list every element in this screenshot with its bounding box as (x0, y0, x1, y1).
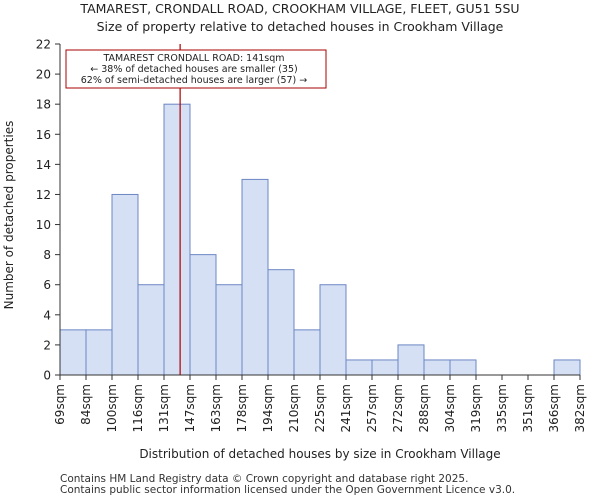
y-tick-label: 2 (43, 338, 51, 352)
histogram-bar (449, 359, 477, 376)
x-tick-label: 257sqm (365, 384, 379, 432)
chart-title: TAMAREST, CRONDALL ROAD, CROOKHAM VILLAG… (79, 1, 519, 16)
y-tick-label: 18 (36, 98, 51, 112)
histogram-bar (111, 193, 139, 376)
y-tick-label: 10 (36, 218, 51, 232)
x-axis-label: Distribution of detached houses by size … (139, 447, 500, 461)
histogram-bar (189, 254, 217, 376)
annotation-line-2: ← 38% of detached houses are smaller (35… (90, 64, 297, 75)
y-axis-label: Number of detached properties (2, 121, 16, 310)
y-tick-label: 0 (43, 369, 51, 383)
histogram-bar (163, 103, 191, 376)
chart-subtitle: Size of property relative to detached ho… (97, 19, 504, 34)
x-tick-label: 147sqm (183, 384, 197, 432)
histogram-bar (267, 269, 295, 376)
histogram-bar (137, 284, 165, 376)
y-tick-label: 14 (36, 158, 51, 172)
x-tick-label: 351sqm (521, 384, 535, 432)
bars-group (59, 103, 581, 376)
histogram-bar (371, 359, 399, 376)
x-tick-label: 366sqm (547, 384, 561, 432)
histogram-bar (319, 284, 347, 376)
y-tick-label: 4 (43, 308, 51, 322)
annotation-line-1: TAMAREST CRONDALL ROAD: 141sqm (102, 53, 284, 64)
x-tick-label: 178sqm (235, 384, 249, 432)
x-tick-label: 69sqm (53, 384, 67, 425)
y-axis-ticks: 0 2 4 6 8 10 12 14 16 18 20 22 (36, 38, 60, 383)
x-tick-label: 319sqm (469, 384, 483, 432)
histogram-bar (423, 359, 451, 376)
x-tick-label: 288sqm (417, 384, 431, 432)
x-tick-label: 84sqm (79, 384, 93, 425)
histogram-bar (215, 284, 243, 376)
histogram-bar (397, 344, 425, 376)
y-tick-label: 22 (36, 38, 51, 52)
footer-line-2: Contains public sector information licen… (60, 484, 516, 496)
x-axis-ticks: 69sqm 84sqm 100sqm 116sqm 131sqm 147sqm 163sqm… (53, 375, 587, 432)
x-tick-label: 100sqm (105, 384, 119, 432)
x-tick-label: 163sqm (209, 384, 223, 432)
histogram-bar (59, 329, 87, 376)
histogram-bar (553, 359, 581, 376)
x-tick-label: 225sqm (313, 384, 327, 432)
footer-line-1: Contains HM Land Registry data © Crown c… (60, 473, 469, 485)
histogram-bar (241, 178, 269, 376)
y-tick-label: 20 (36, 68, 51, 82)
x-tick-label: 131sqm (157, 384, 171, 432)
y-tick-label: 16 (36, 128, 51, 142)
y-tick-label: 6 (43, 278, 51, 292)
x-tick-label: 382sqm (573, 384, 587, 432)
x-tick-label: 241sqm (339, 384, 353, 432)
annotation-box: TAMAREST CRONDALL ROAD: 141sqm ← 38% of … (65, 49, 327, 89)
histogram-bar (345, 359, 373, 376)
x-tick-label: 272sqm (391, 384, 405, 432)
y-tick-label: 8 (43, 248, 51, 262)
x-tick-label: 304sqm (443, 384, 457, 432)
x-tick-label: 194sqm (261, 384, 275, 432)
x-tick-label: 335sqm (495, 384, 509, 432)
y-tick-label: 12 (36, 188, 51, 202)
histogram-chart: TAMAREST, CRONDALL ROAD, CROOKHAM VILLAG… (2, 1, 587, 461)
x-tick-label: 210sqm (287, 384, 301, 432)
annotation-line-3: 62% of semi-detached houses are larger (… (81, 75, 308, 86)
histogram-bar (293, 329, 321, 376)
x-tick-label: 116sqm (131, 384, 145, 432)
histogram-bar (85, 329, 113, 376)
